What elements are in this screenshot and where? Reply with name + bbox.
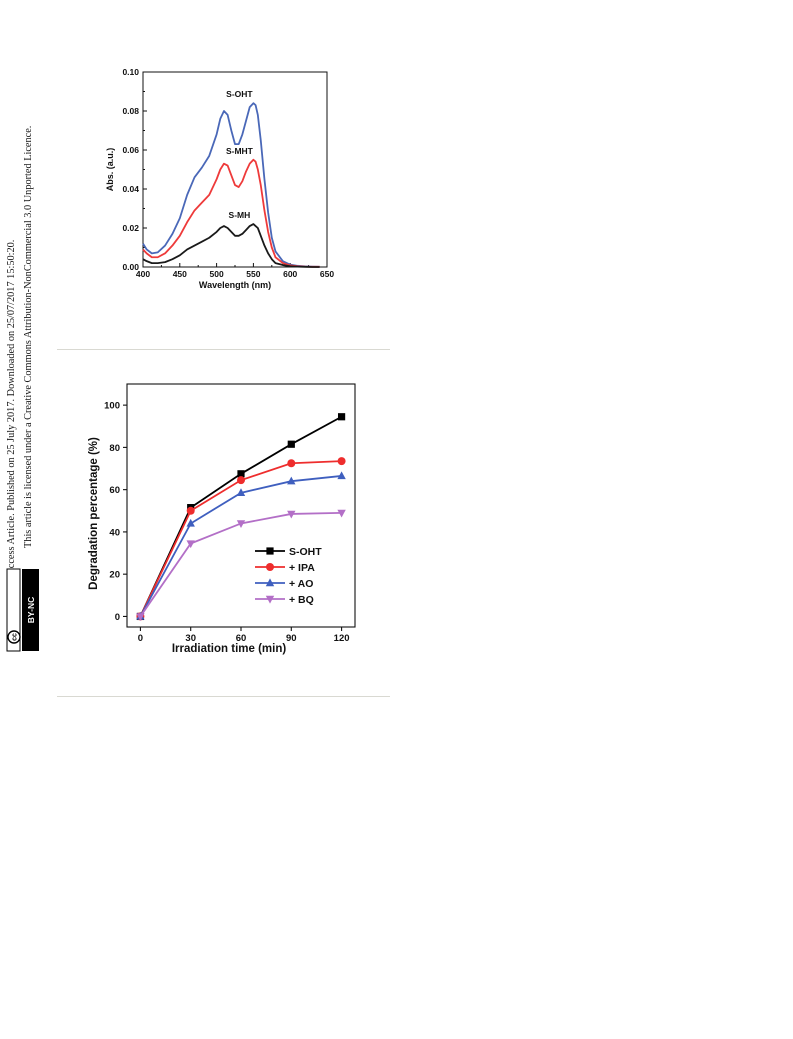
degradation-point-s-oht [287,440,295,448]
degradation-point-bq [337,509,346,518]
degradation-legend: S-OHT + IPA + AO + BQ [255,546,322,606]
absorbance-y-axis-label: Abs. (a.u.) [105,148,115,192]
absorbance-x-tick-label: 450 [173,269,187,279]
absorbance-x-axis-label: Wavelength (nm) [199,280,271,290]
absorbance-series-labels: S-OHT S-MHT S-MH [226,89,254,220]
degradation-y-axis-label: Degradation percentage (%) [88,437,100,590]
degradation-x-tick-label: 90 [286,633,297,644]
absorbance-x-tick-label: 600 [283,269,297,279]
degradation-point-s-oht [237,470,245,478]
absorbance-axes: 400 450 500 550 600 650 0.00 0.02 0.04 0.06 0.08 0.… [122,67,334,279]
figure-divider-bottom [57,696,390,697]
degradation-axes: 0 30 60 90 120 0 20 40 60 80 100 [104,383,356,644]
absorbance-label-s-mh: S-MH [229,210,251,220]
legend-marker-ao [265,578,275,587]
absorbance-y-tick-label: 0.10 [122,67,139,77]
absorbance-series-s-oht [142,102,320,268]
degradation-point-ipa [287,459,296,468]
degradation-y-tick-label: 80 [109,443,120,454]
absorbance-x-tick-label: 650 [320,269,334,279]
absorbance-y-tick-label: 0.04 [122,184,139,194]
degradation-y-tick-label: 100 [104,401,120,412]
degradation-y-tick-label: 0 [115,612,120,623]
degradation-point-bq [136,613,145,622]
cc-icon [7,630,21,644]
notice-line-access: Open Access Article. Published on 25 Jul… [6,239,17,600]
legend-marker-bq [265,595,275,604]
degradation-point-bq [236,520,246,529]
absorbance-label-s-mht: S-MHT [226,146,254,156]
legend-label-bq: + BQ [289,594,314,606]
cc-icon-label: cc [12,633,19,641]
degradation-y-tick-label: 20 [109,570,120,581]
degradation-point-bq [287,510,296,519]
cc-by-nc-badge: cc BY-NC [6,568,39,652]
degradation-x-tick-label: 0 [138,633,143,644]
degradation-point-ipa [186,506,195,515]
degradation-point-ipa [337,457,346,466]
degradation-point-s-oht [337,413,346,421]
legend-marker-ipa [266,563,274,571]
absorbance-y-tick-label: 0.02 [122,223,139,233]
absorbance-series-s-mht [142,158,320,268]
absorbance-y-tick-label: 0.08 [122,106,139,116]
degradation-point-ipa [237,476,245,485]
degradation-x-axis-label: Irradiation time (min) [172,643,287,655]
legend-marker-s-oht [266,547,274,555]
degradation-x-tick-label: 120 [334,633,350,644]
absorbance-series [142,102,320,268]
absorbance-y-tick-label: 0.00 [122,262,139,272]
degradation-x-tick-label: 60 [236,633,247,644]
degradation-point-ao [186,518,195,527]
notice-line-licence: This article is licensed under a Creativ… [23,125,34,548]
degradation-y-tick-label: 40 [109,527,120,538]
degradation-point-ao [287,476,296,485]
degradation-series [136,413,346,622]
degradation-y-tick-label: 60 [109,485,120,496]
absorbance-chart: 400 450 500 550 600 650 0.00 0.02 0.04 0.06 0.08 0.… [105,67,334,290]
degradation-point-bq [186,540,195,549]
degradation-chart: 0 30 60 90 120 0 20 40 60 80 100 S-OHT + IPA + AO + B… [88,383,356,655]
absorbance-y-tick-label: 0.06 [122,145,139,155]
licence-notice: Open Access Article. Published on 25 Jul… [2,0,42,1039]
degradation-point-ao [236,488,246,497]
absorbance-x-tick-label: 550 [246,269,260,279]
degradation-x-tick-label: 30 [185,633,196,644]
absorbance-series-s-mh [142,223,320,268]
by-nc-label: BY-NC [26,597,36,623]
legend-label-s-oht: S-OHT [289,546,322,558]
degradation-point-ao [337,471,346,480]
legend-label-ao: + AO [289,578,313,590]
absorbance-x-tick-label: 400 [136,269,150,279]
degradation-plot-frame [126,383,356,628]
legend-label-ipa: + IPA [289,562,315,574]
absorbance-label-s-oht: S-OHT [226,89,253,99]
absorbance-x-tick-label: 500 [210,269,224,279]
figure-divider-top [57,349,390,350]
